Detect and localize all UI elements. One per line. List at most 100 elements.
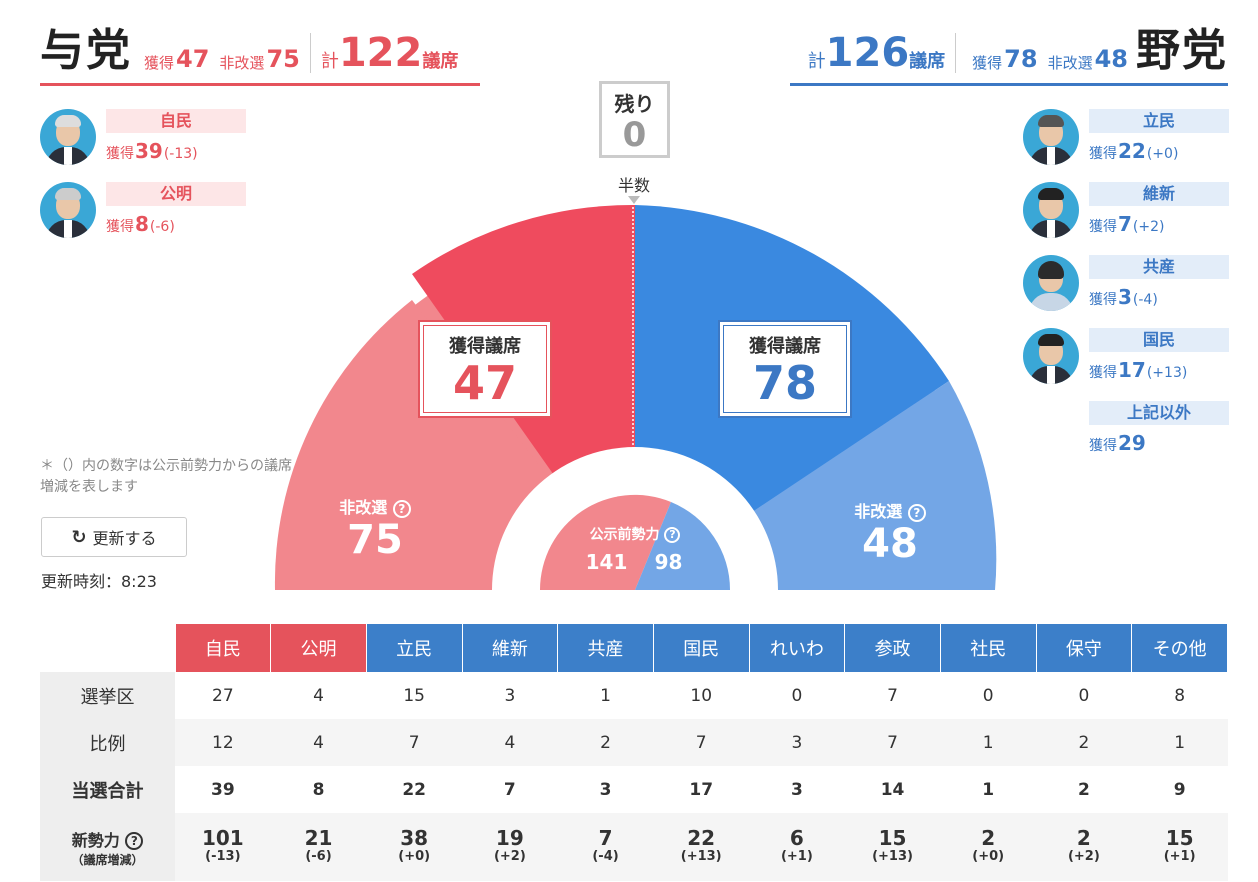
table-cell: 9 [1173,779,1186,800]
party-name: 上記以外 [1089,401,1229,425]
party-result: 獲得3(-4) [1089,285,1158,309]
table-cell: 39 [211,779,235,800]
table-cell: 8 [1174,685,1186,706]
table-cell: 2 [557,719,654,766]
table-cell: 3 [599,779,612,800]
help-icon[interactable]: ? [664,527,681,543]
table-cell: 8 [312,779,325,800]
table-cell: 3 [504,685,516,706]
ruling-won-label: 獲得 [144,54,175,72]
ruling-total-unit: 議席 [422,51,459,72]
party-name: 国民 [1089,328,1229,352]
party-card-kokumin: 国民 獲得17(+13) [1023,328,1233,388]
refresh-button[interactable]: ↻ 更新する [41,517,187,557]
table-cell: 10 [690,685,713,706]
opposition-won-label: 獲得 [972,54,1003,72]
ruling-won: 47 [176,45,210,73]
table-cell: 7 [503,779,516,800]
refresh-label: 更新する [92,529,157,548]
table-cell: 7 [653,719,750,766]
note-text: ＊（）内の数字は公示前勢力からの議席増減を表します [40,458,292,495]
row-label: 当選合計 [40,766,175,813]
pre-election-group: 公示前勢力 ? 141 98 [565,524,705,574]
party-name: 立民 [1089,109,1229,133]
party-name: 自民 [106,109,246,133]
ruling-nonup: 75 [266,45,300,73]
ruling-total-label: 計 [320,51,339,72]
remaining-box: 残り 0 [599,81,670,158]
half-marker-icon [628,196,640,204]
table-cell: 7 (-4) [557,813,654,881]
table-cell: 7 [887,685,898,706]
row-label: 比例 [40,719,175,766]
column-header: 保守 [1036,624,1133,672]
leader-avatar [1023,328,1079,384]
opposition-won: 78 [1004,45,1038,73]
row-label: 新勢力 ? （議席増減） [40,813,175,881]
ruling-title: 与党 [40,25,132,76]
opposition-nonup-label-group: 非改選 ? 48 [830,498,950,566]
help-icon[interactable]: ? [125,832,144,850]
party-card-kyosan: 共産 獲得3(-4) [1023,255,1233,315]
column-header: 国民 [653,624,750,672]
ruling-nonup-label: 非改選 [219,54,265,72]
opposition-nonup-label: 非改選 [1047,54,1093,72]
opposition-header: 計 126 議席 獲得 78 非改選 48 野党 [790,18,1228,86]
table-cell: 0 [791,685,803,706]
leader-avatar [40,182,96,238]
pre-ruling-value: 141 [585,550,628,574]
help-icon[interactable]: ? [392,499,411,518]
opposition-nonup-value: 48 [862,521,918,567]
table-cell: 4 [462,719,558,766]
party-name: 共産 [1089,255,1229,279]
party-result: 獲得29 [1089,431,1146,455]
table-cell: 27 [212,685,234,706]
table-row-new-power: 新勢力 ? （議席増減） 101 (-13) 21 (-6) 38 (+0) 19 (+… [40,813,1228,881]
column-header: 自民 [175,624,272,672]
party-result: 獲得7(+2) [1089,212,1165,236]
results-table: 自民 公明 立民 維新 共産 国民 れいわ 参政 社民 保守 その他 選挙区 2… [40,624,1228,881]
won-label: 獲得議席 [749,336,821,357]
party-name: 公明 [106,182,246,206]
opposition-total-unit: 議席 [909,51,946,72]
won-label: 獲得議席 [449,336,521,357]
remaining-value: 0 [622,115,647,155]
column-header: 立民 [366,624,463,672]
ruling-won-value: 47 [452,356,517,410]
nonup-label: 非改選 [854,502,903,521]
table-cell: 1 [1131,719,1228,766]
party-result: 獲得8(-6) [106,212,175,236]
table-cell: 19 (+2) [462,813,558,881]
table-cell: 12 [175,719,271,766]
help-icon[interactable]: ? [907,503,926,522]
table-cell: 4 [313,685,324,706]
table-cell: 1 [940,719,1037,766]
leader-avatar [1023,182,1079,238]
table-corner [40,624,176,672]
table-cell: 3 [790,779,803,800]
table-cell: 2 [1036,719,1132,766]
column-header: その他 [1131,624,1228,672]
pre-ruling-segment [540,494,671,590]
opposition-total: 126 [825,30,910,76]
pre-label: 公示前勢力 [589,527,660,543]
table-cell: 22 (+13) [653,813,750,881]
remaining-label: 残り [614,92,655,116]
opposition-title: 野党 [1136,25,1228,76]
table-cell: 6 (+1) [749,813,845,881]
table-cell: 0 [982,685,994,706]
table-cell: 22 [402,779,427,800]
pre-opposition-segment [635,502,730,590]
refresh-icon: ↻ [71,526,87,548]
table-row: 当選合計 39 8 22 7 3 17 3 14 1 2 9 [40,766,1228,813]
table-row: 選挙区 27 4 15 3 1 10 0 7 0 0 8 [40,672,1228,719]
table-cell: 101 (-13) [175,813,271,881]
table-cell: 3 [749,719,845,766]
table-cell: 2 (+2) [1036,813,1132,881]
nonup-label: 非改選 [339,498,388,517]
opposition-won-value: 78 [752,356,817,410]
table-cell: 2 (+0) [940,813,1037,881]
gauge-baseline [260,590,1020,600]
divider [309,33,311,73]
party-card-jimin: 自民 獲得39(-13) [40,109,250,169]
